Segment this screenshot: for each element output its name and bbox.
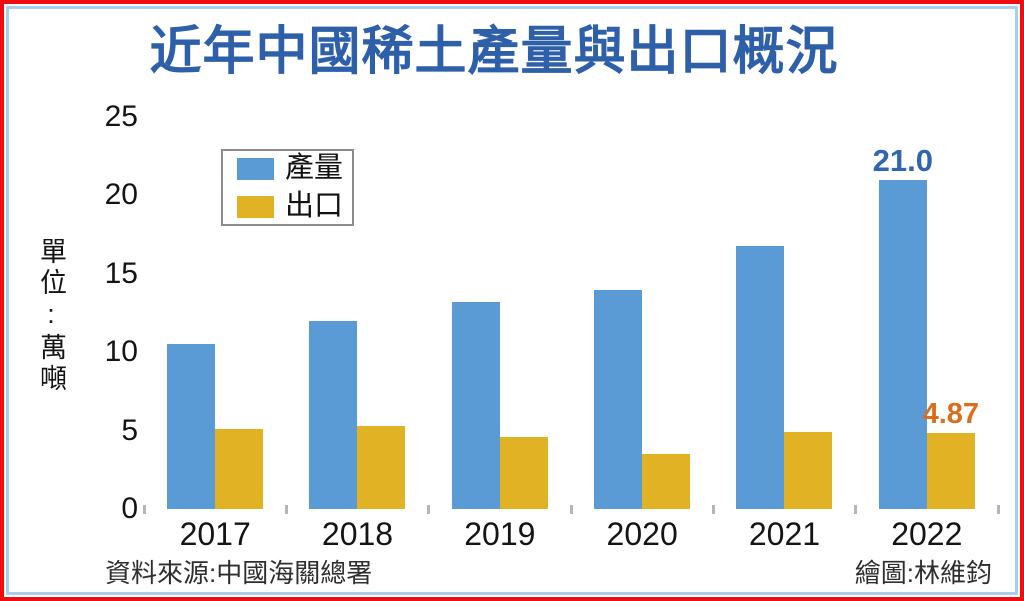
bar-產量-2022	[878, 179, 927, 509]
bar-出口-2022	[926, 432, 975, 509]
bar-col	[736, 245, 785, 509]
x-axis-tick	[427, 505, 431, 514]
bar-出口-2020	[642, 453, 691, 509]
bar-col	[594, 289, 643, 509]
bar-col	[451, 302, 500, 509]
legend-row-export: 出口	[237, 192, 352, 221]
bar-value-label: 21.0	[872, 142, 933, 178]
y-axis-unit-label: 單位:萬噸	[36, 237, 66, 395]
bar-col: 21.0	[873, 145, 933, 509]
bar-col: 4.87	[923, 399, 979, 509]
bar-出口-2019	[499, 436, 548, 509]
source-text: 資料來源:中國海關總署	[105, 558, 373, 588]
bar-產量-2018	[309, 320, 358, 509]
x-axis-label-2018: 2018	[321, 516, 394, 552]
bar-col	[642, 453, 691, 509]
bar-col	[357, 425, 406, 509]
y-axis-labels: 25 20 15 10 5 0	[54, 100, 138, 525]
x-axis-label-2019: 2019	[464, 516, 536, 552]
x-axis-label-2022: 2022	[891, 516, 963, 552]
x-axis-tick	[284, 505, 288, 514]
legend-label-production: 產量	[285, 152, 344, 184]
x-axis-tick	[711, 505, 715, 514]
x-axis-tick	[854, 505, 858, 514]
year-group-2019: 2019	[429, 117, 571, 551]
bar-產量-2019	[451, 302, 500, 509]
x-axis-label-2020: 2020	[606, 516, 678, 552]
bar-產量-2020	[594, 289, 643, 509]
year-group-2017: 2017	[144, 117, 286, 551]
y-axis-tick-label-25: 25	[104, 100, 138, 133]
x-axis-label-2021: 2021	[748, 516, 821, 552]
chart-title: 近年中國稀土產量與出口概況	[149, 23, 839, 81]
y-axis-tick-label-10: 10	[104, 335, 138, 369]
bar-col	[309, 320, 358, 509]
year-group-2020: 2020	[571, 117, 713, 551]
year-group-2018: 2018	[286, 117, 428, 551]
y-axis-tick-label-20: 20	[104, 178, 138, 212]
bar-col	[167, 344, 216, 509]
bar-col	[215, 429, 264, 509]
year-group-2021: 2021	[713, 117, 855, 551]
legend: 產量 出口	[221, 149, 354, 226]
x-axis-tick	[142, 505, 146, 514]
bar-value-label: 4.87	[922, 397, 980, 430]
bar-出口-2018	[357, 425, 406, 509]
y-axis-tick-label-15: 15	[104, 256, 138, 290]
x-axis-tick	[569, 505, 573, 514]
credit-text: 繪圖:林維鈞	[854, 558, 992, 588]
bar-出口-2017	[215, 429, 264, 509]
export-swatch-icon	[237, 195, 274, 218]
bar-col	[784, 432, 833, 509]
y-axis-tick-label-5: 5	[121, 413, 138, 447]
production-swatch-icon	[237, 157, 274, 180]
plot-area: 2017 2018 2019 2020 2021 21.0 4.87 2022	[142, 117, 1000, 551]
bar-col	[499, 436, 548, 509]
legend-label-export: 出口	[285, 190, 344, 222]
x-axis-label-2017: 2017	[179, 516, 251, 552]
legend-row-production: 產量	[237, 154, 352, 183]
bar-產量-2017	[167, 344, 216, 509]
bar-產量-2021	[736, 245, 785, 509]
bar-出口-2021	[784, 432, 833, 509]
y-axis-tick-label-0: 0	[121, 492, 138, 525]
year-group-2022: 21.0 4.87 2022	[856, 117, 998, 551]
x-axis-tick	[996, 505, 1000, 514]
